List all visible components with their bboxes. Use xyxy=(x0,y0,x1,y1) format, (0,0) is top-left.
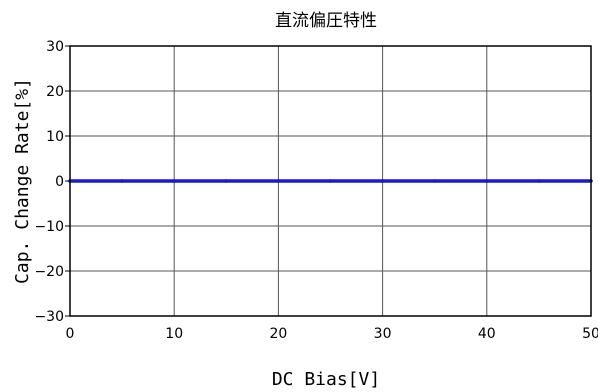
y-tick-label: −30 xyxy=(34,309,64,325)
data-point xyxy=(485,179,489,183)
y-tick-label: 30 xyxy=(46,39,64,55)
y-tick-label: −10 xyxy=(34,219,64,235)
x-tick-label: 10 xyxy=(165,326,183,342)
data-point xyxy=(172,179,176,183)
data-point xyxy=(276,179,281,183)
data-point xyxy=(432,179,437,183)
chart-title: 直流偏圧特性 xyxy=(275,11,377,31)
x-axis-ticks: 0 10 20 30 40 50 xyxy=(66,326,598,342)
y-tick-label: 20 xyxy=(46,84,64,100)
y-axis-ticks: −30 −20 −10 0 10 20 30 xyxy=(34,39,70,325)
x-tick-label: 0 xyxy=(66,326,75,342)
data-point xyxy=(224,179,229,183)
x-tick-label: 50 xyxy=(582,326,598,342)
data-point xyxy=(537,179,541,183)
y-tick-label: −20 xyxy=(34,264,64,280)
x-axis-label: DC Bias[V] xyxy=(272,369,380,390)
x-tick-label: 20 xyxy=(269,326,287,342)
x-tick-label: 30 xyxy=(374,326,392,342)
y-axis-label: Cap. Change Rate[%] xyxy=(12,78,33,284)
x-tick-label: 40 xyxy=(478,326,496,342)
series-group xyxy=(68,179,593,183)
y-tick-label: 10 xyxy=(46,129,64,145)
data-point xyxy=(328,179,333,183)
y-tick-label: 0 xyxy=(55,174,64,190)
data-point xyxy=(120,179,124,183)
data-point xyxy=(380,179,385,183)
